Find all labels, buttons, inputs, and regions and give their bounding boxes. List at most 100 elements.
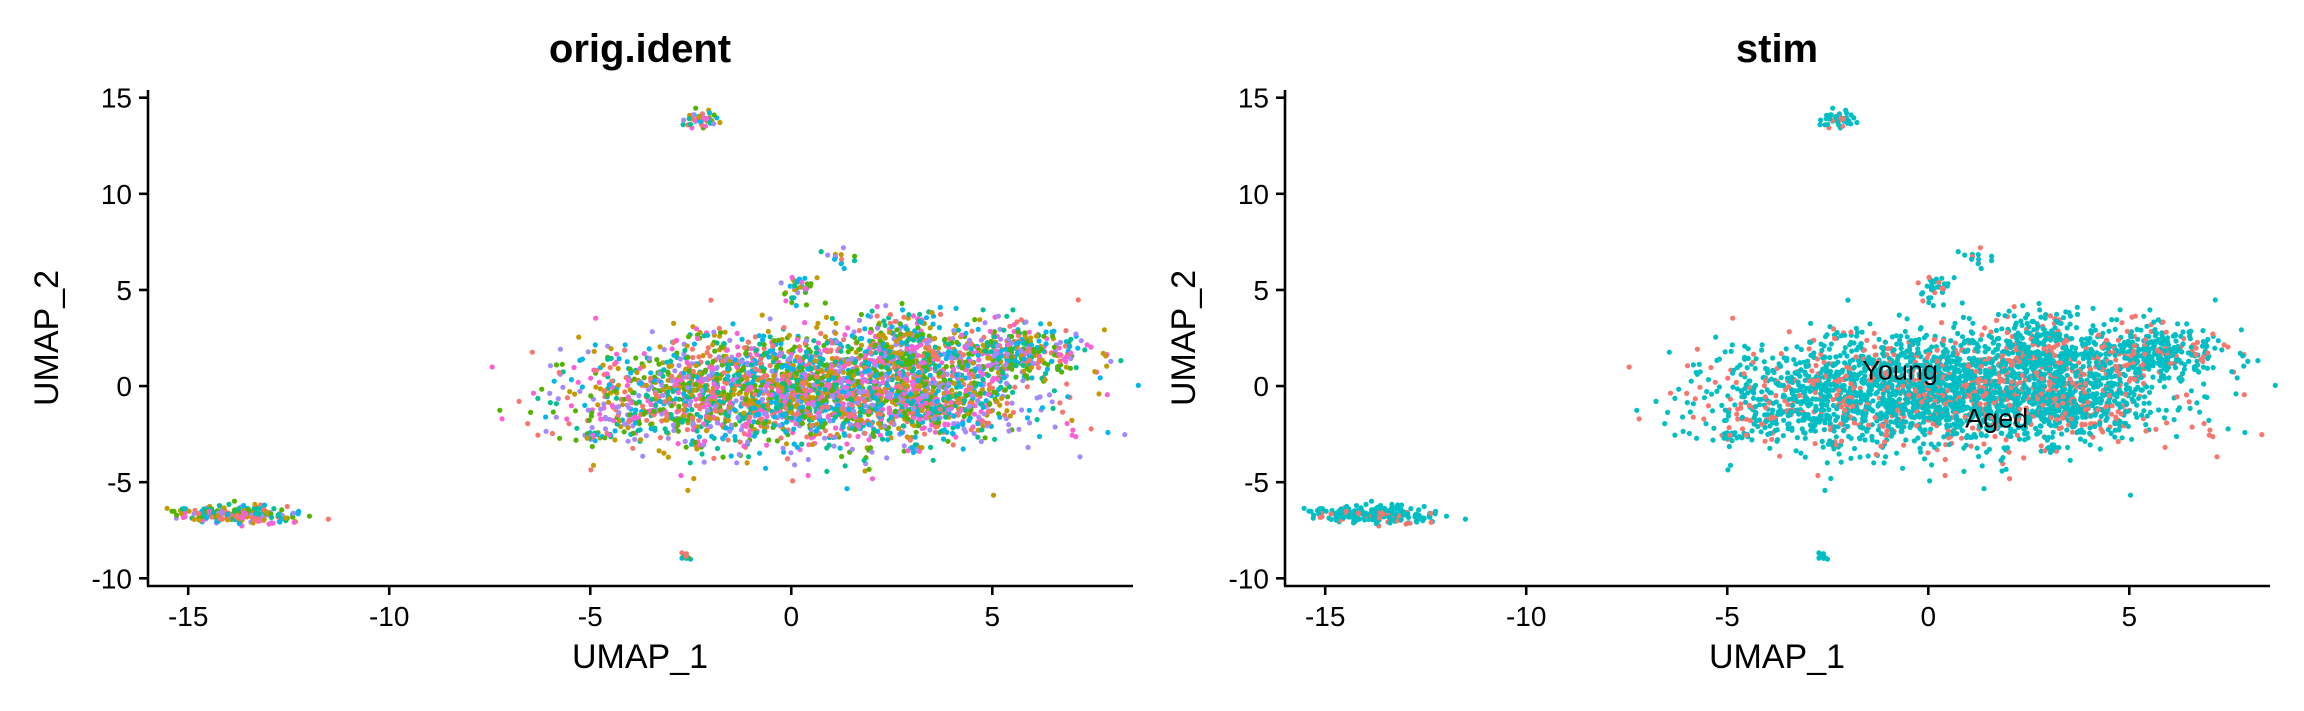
data-point xyxy=(1828,475,1834,482)
data-point xyxy=(616,404,622,410)
data-point xyxy=(982,348,988,354)
data-point xyxy=(1900,465,1906,471)
data-point xyxy=(669,373,675,379)
data-point xyxy=(778,346,784,352)
data-point xyxy=(1029,375,1035,381)
y-axis-title: UMAP_2 xyxy=(28,270,66,406)
y-tick-label: -10 xyxy=(92,563,132,594)
data-point xyxy=(782,362,788,368)
data-point xyxy=(901,391,907,397)
data-point xyxy=(898,351,904,357)
data-point xyxy=(865,313,871,319)
data-point xyxy=(243,511,249,517)
data-point xyxy=(1103,353,1109,359)
data-point xyxy=(980,342,986,348)
data-point xyxy=(1636,416,1642,422)
data-point xyxy=(853,349,859,355)
data-point xyxy=(685,417,691,423)
data-point xyxy=(2206,417,2212,423)
data-point xyxy=(612,437,618,443)
data-point xyxy=(767,334,773,340)
data-point xyxy=(792,462,798,468)
data-point xyxy=(1688,378,1694,384)
data-point xyxy=(567,389,573,395)
data-point xyxy=(1003,380,1010,386)
data-point xyxy=(910,406,917,412)
data-point xyxy=(959,365,965,371)
data-point xyxy=(887,430,893,436)
data-point xyxy=(879,364,885,370)
data-point xyxy=(858,342,865,348)
data-point xyxy=(1118,358,1124,364)
data-point xyxy=(877,338,884,344)
data-point xyxy=(877,411,884,417)
data-point xyxy=(1653,398,1659,404)
data-point xyxy=(814,421,820,427)
data-point xyxy=(942,421,948,427)
data-point xyxy=(268,514,275,521)
data-point xyxy=(660,392,666,398)
data-point xyxy=(923,381,929,387)
data-point xyxy=(944,371,950,377)
data-point xyxy=(822,420,828,426)
x-tick-label: 5 xyxy=(984,601,1000,632)
data-point xyxy=(1783,346,1789,352)
data-point xyxy=(975,434,981,440)
data-point xyxy=(2147,307,2153,313)
data-point xyxy=(684,343,690,349)
data-point xyxy=(657,371,663,377)
data-point xyxy=(1701,395,1707,401)
data-point xyxy=(695,335,701,342)
data-point xyxy=(1687,409,1693,415)
data-point xyxy=(717,119,723,126)
data-point xyxy=(770,359,777,365)
data-point xyxy=(256,511,262,517)
data-point xyxy=(883,398,889,404)
data-point xyxy=(646,346,652,352)
data-point xyxy=(845,343,851,350)
data-point xyxy=(969,371,975,377)
data-point xyxy=(1009,400,1015,406)
data-point xyxy=(789,347,795,353)
data-point xyxy=(707,353,713,359)
data-point xyxy=(670,339,676,346)
data-point xyxy=(691,341,698,347)
data-point xyxy=(701,459,707,465)
data-point xyxy=(940,436,947,442)
data-point xyxy=(752,334,759,340)
data-point xyxy=(737,439,743,445)
data-point xyxy=(1761,383,1767,389)
data-point xyxy=(597,386,604,392)
data-point xyxy=(771,373,777,379)
data-point xyxy=(1075,345,1081,351)
data-point xyxy=(900,423,906,429)
data-point xyxy=(790,366,796,372)
data-point xyxy=(593,315,599,321)
data-point xyxy=(1097,375,1103,381)
data-point xyxy=(759,396,766,402)
data-point xyxy=(787,355,793,361)
data-point xyxy=(1873,391,1879,397)
data-point xyxy=(659,382,665,388)
data-point xyxy=(735,371,742,377)
data-point xyxy=(813,350,820,356)
data-point xyxy=(1809,368,1815,374)
data-point xyxy=(683,553,689,559)
data-point xyxy=(833,425,839,431)
data-point xyxy=(975,398,981,404)
data-point xyxy=(164,505,170,511)
data-point xyxy=(895,359,901,365)
data-point xyxy=(1031,346,1037,352)
data-point xyxy=(1023,319,1029,325)
data-point xyxy=(673,381,679,387)
data-point xyxy=(994,343,1001,349)
data-point xyxy=(876,420,882,426)
data-point xyxy=(710,358,716,364)
data-point xyxy=(836,393,842,399)
data-point xyxy=(965,362,971,368)
data-point xyxy=(710,342,716,348)
data-point xyxy=(815,340,822,346)
data-point xyxy=(786,401,792,407)
data-point xyxy=(925,352,931,358)
data-point xyxy=(719,362,725,368)
